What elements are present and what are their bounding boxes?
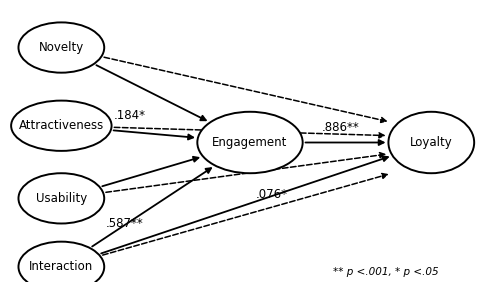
- Text: ** p <.001, * p <.05: ** p <.001, * p <.05: [334, 266, 439, 276]
- Ellipse shape: [18, 242, 104, 285]
- Ellipse shape: [18, 173, 104, 223]
- Ellipse shape: [198, 112, 302, 173]
- Text: Loyalty: Loyalty: [410, 136, 453, 149]
- Text: Engagement: Engagement: [212, 136, 288, 149]
- Text: Attractiveness: Attractiveness: [18, 119, 104, 132]
- Ellipse shape: [388, 112, 474, 173]
- Text: .587**: .587**: [106, 217, 144, 230]
- Text: Novelty: Novelty: [38, 41, 84, 54]
- Ellipse shape: [18, 23, 104, 73]
- Ellipse shape: [11, 101, 112, 151]
- Text: .184*: .184*: [114, 109, 146, 123]
- Text: Usability: Usability: [36, 192, 87, 205]
- Text: .076*: .076*: [256, 188, 288, 201]
- Text: Interaction: Interaction: [29, 260, 94, 273]
- Text: .886**: .886**: [322, 121, 360, 134]
